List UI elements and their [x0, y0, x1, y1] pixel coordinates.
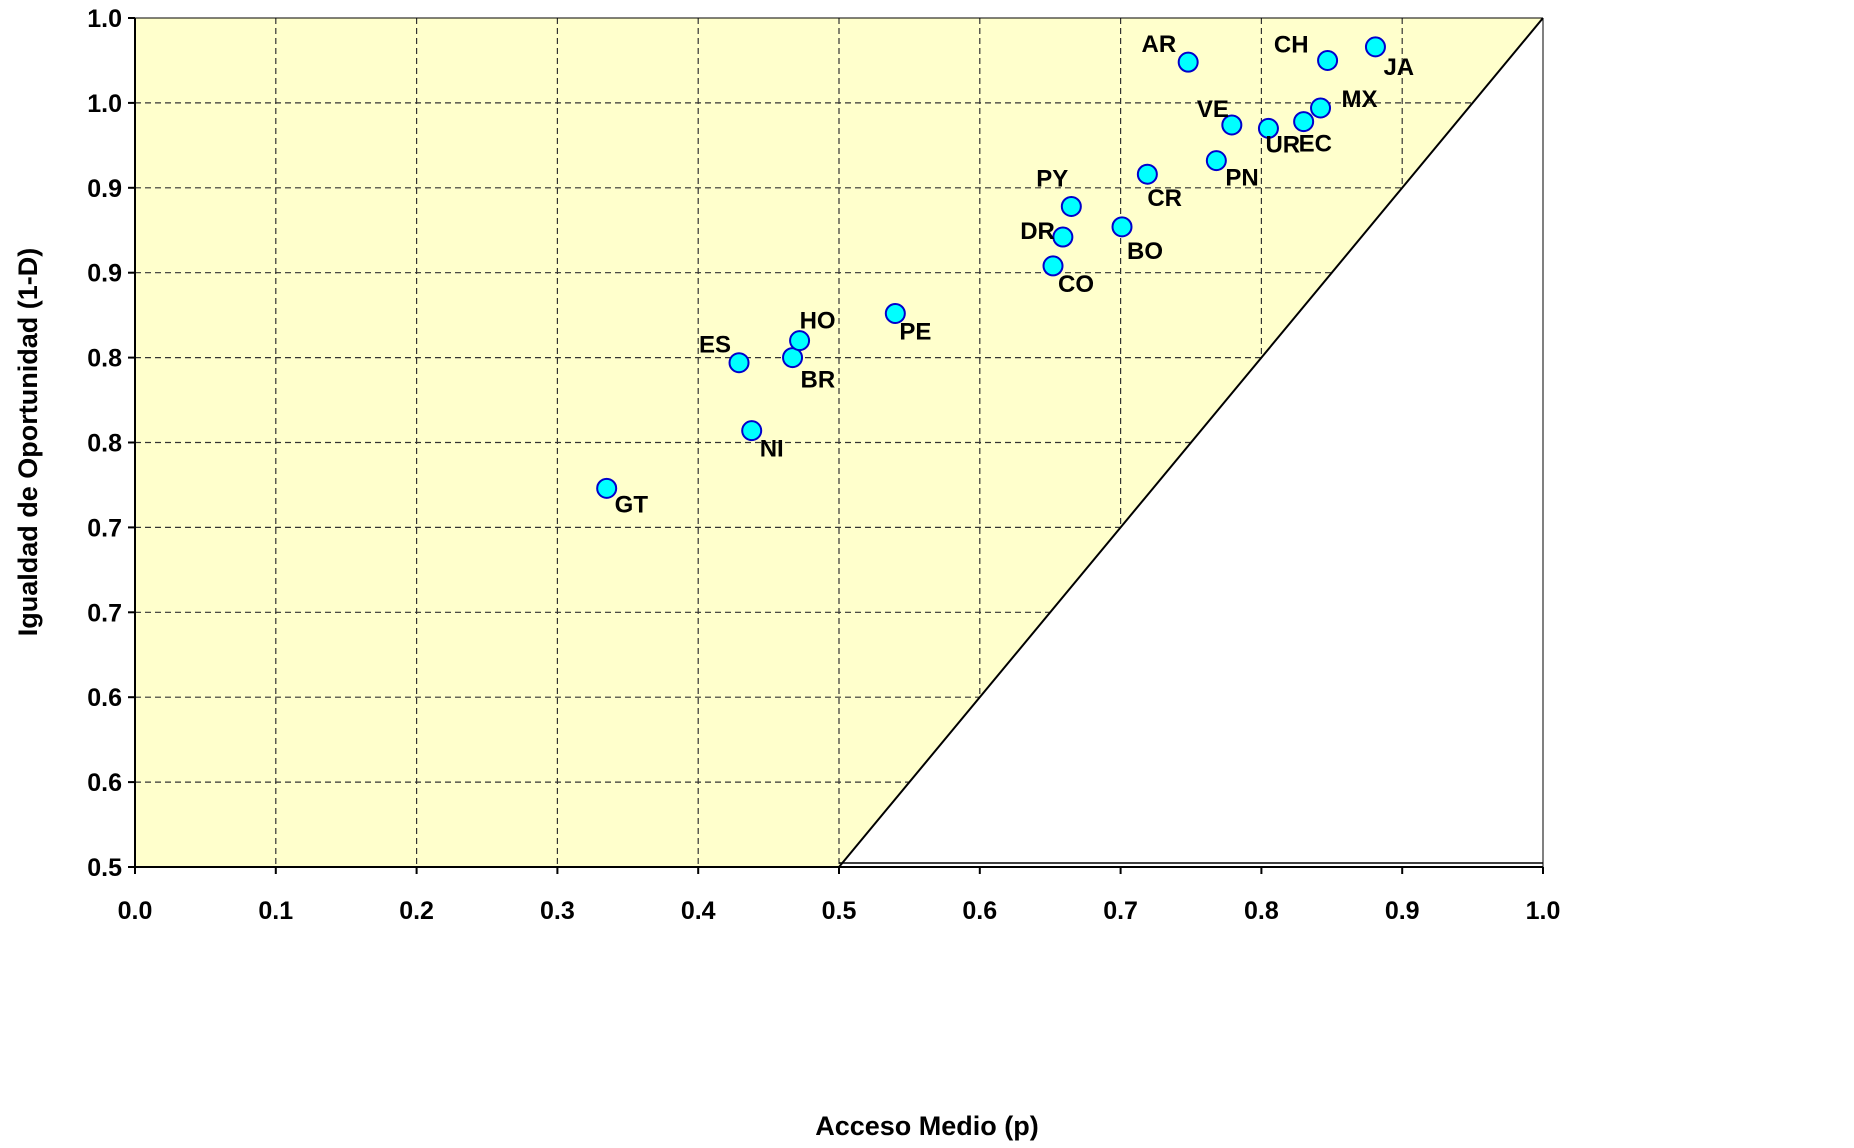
x-tick-label: 0.8 [1244, 897, 1279, 925]
x-tick-label: 0.1 [258, 897, 293, 925]
y-tick-label: 0.8 [87, 430, 122, 458]
y-tick-label: 0.9 [87, 260, 122, 288]
x-tick-label: 0.0 [118, 897, 153, 925]
y-tick-label: 1.0 [87, 90, 122, 118]
data-point-co [1042, 255, 1064, 277]
data-point-pe [884, 302, 906, 324]
point-label-co: CO [1058, 271, 1094, 298]
data-point-ho [789, 330, 811, 352]
data-point-ch [1317, 49, 1339, 71]
x-tick-label: 0.6 [962, 897, 997, 925]
point-label-mx: MX [1342, 86, 1378, 113]
y-axis-title: Igualdad de Oportunidad (1-D) [13, 248, 43, 636]
point-label-gt: GT [615, 491, 649, 518]
x-tick-label: 0.9 [1385, 897, 1420, 925]
data-point-ni [741, 420, 763, 442]
point-label-ch: CH [1274, 31, 1309, 58]
data-point-ja [1364, 36, 1386, 58]
x-tick-label: 0.3 [540, 897, 575, 925]
y-tick-labels: 0.5 0.6 0.6 0.7 0.7 0.8 0.8 0.9 0.9 1.0 1.0 [87, 5, 122, 882]
data-point-ve [1221, 114, 1243, 136]
y-tick-label: 0.6 [87, 684, 122, 712]
point-label-ur: UR [1265, 131, 1300, 158]
data-point-es [728, 352, 750, 374]
point-label-es: ES [699, 332, 731, 359]
point-label-ar: AR [1142, 31, 1177, 58]
point-label-ec: EC [1299, 131, 1332, 158]
data-point-bo [1111, 216, 1133, 238]
data-point-pn [1205, 150, 1227, 172]
x-tick-label: 0.5 [822, 897, 857, 925]
x-tick-label: 1.0 [1526, 897, 1561, 925]
data-point-dr [1052, 226, 1074, 248]
x-tick-label: 0.2 [399, 897, 434, 925]
data-point-ur [1257, 117, 1279, 139]
point-label-bo: BO [1127, 238, 1163, 265]
data-point-ec [1293, 111, 1315, 133]
point-label-br: BR [801, 367, 836, 394]
data-point-cr [1136, 163, 1158, 185]
x-tick-label: 0.7 [1103, 897, 1138, 925]
point-label-ja: JA [1383, 54, 1414, 81]
point-label-cr: CR [1147, 185, 1182, 212]
point-label-dr: DR [1020, 218, 1055, 245]
data-point-py [1060, 195, 1082, 217]
data-point-mx [1310, 97, 1332, 119]
data-points [596, 36, 1386, 499]
y-tick-label: 0.5 [87, 854, 122, 882]
axes [128, 17, 1544, 874]
x-axis-title: Acceso Medio (p) [815, 1111, 1039, 1141]
shaded-region [838, 17, 1544, 868]
y-tick-label: 0.6 [87, 769, 122, 797]
point-label-ni: NI [760, 436, 784, 463]
x-tick-label: 0.4 [681, 897, 716, 925]
diagonal-line [838, 17, 1544, 868]
data-point-gt [596, 477, 618, 499]
data-point-ar [1177, 51, 1199, 73]
y-tick-label: 0.7 [87, 599, 122, 627]
point-label-ve: VE [1197, 96, 1229, 123]
point-label-pn: PN [1225, 165, 1258, 192]
y-tick-label: 0.9 [87, 175, 122, 203]
point-label-pe: PE [899, 318, 931, 345]
y-tick-label: 1.0 [87, 5, 122, 33]
x-tick-labels: 0.0 0.1 0.2 0.3 0.4 0.5 0.6 0.7 0.8 0.9 1.0 [118, 897, 1561, 925]
y-tick-label: 0.8 [87, 345, 122, 373]
point-label-py: PY [1036, 165, 1068, 192]
point-label-ho: HO [800, 308, 836, 335]
y-tick-label: 0.7 [87, 514, 122, 542]
